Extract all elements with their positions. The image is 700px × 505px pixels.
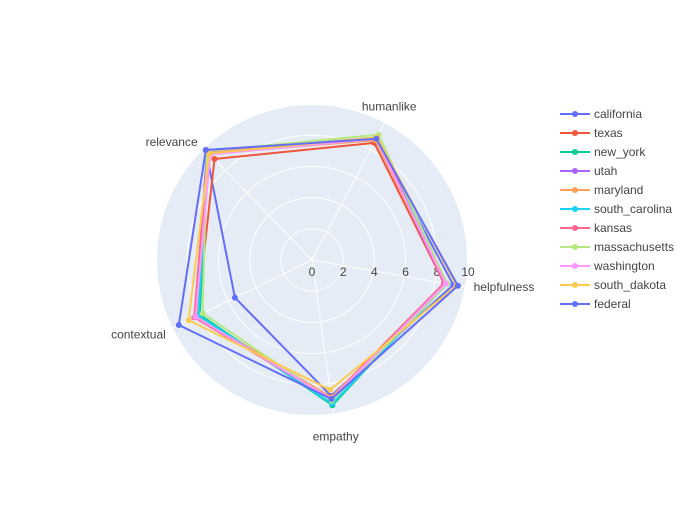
- series-line: [194, 137, 447, 400]
- legend-item-kansas[interactable]: kansas: [560, 221, 632, 235]
- data-point: [328, 396, 335, 402]
- legend-item-washington[interactable]: washington: [560, 259, 655, 273]
- legend-marker: [572, 244, 578, 250]
- data-point: [211, 156, 218, 162]
- legend-item-south_carolina[interactable]: south_carolina: [560, 202, 672, 216]
- grid-ring: [217, 165, 407, 355]
- legend-label: washington: [593, 259, 655, 273]
- data-point: [231, 294, 238, 301]
- legend-marker: [572, 282, 578, 288]
- data-point: [185, 317, 192, 324]
- legend-item-new_york[interactable]: new_york: [560, 145, 646, 159]
- legend-marker: [572, 206, 578, 212]
- legend-marker: [572, 263, 578, 269]
- grid-ring: [280, 228, 344, 292]
- legend-label: california: [594, 107, 642, 121]
- legend-marker: [572, 301, 578, 307]
- radial-tick-label: 6: [402, 265, 409, 279]
- data-point: [373, 135, 380, 142]
- grid-ring: [155, 103, 469, 417]
- legend-item-maryland[interactable]: maryland: [560, 183, 643, 197]
- data-point: [327, 386, 334, 393]
- radial-tick-labels: 0 2 4 6 8 10: [309, 265, 475, 279]
- radial-tick-label: 0: [309, 265, 316, 279]
- data-point: [199, 310, 206, 317]
- legend-item-massachusetts[interactable]: massachusetts: [560, 240, 674, 254]
- grid-ring: [249, 197, 375, 323]
- axis-labels: helpfulness humanlike relevance contextual e…: [111, 99, 534, 443]
- legend-label: new_york: [594, 145, 646, 159]
- axis-label-contextual: contextual: [111, 327, 166, 341]
- data-point: [202, 147, 209, 153]
- radial-tick-label: 4: [371, 265, 378, 279]
- legend-marker: [572, 187, 578, 193]
- legend-label: massachusetts: [594, 240, 674, 254]
- legend-item-california[interactable]: california: [560, 107, 642, 121]
- legend-label: texas: [594, 126, 623, 140]
- legend-label: south_carolina: [594, 202, 672, 216]
- legend-item-utah[interactable]: utah: [560, 164, 617, 178]
- legend-label: maryland: [594, 183, 643, 197]
- radial-tick-label: 10: [461, 265, 475, 279]
- legend-label: federal: [594, 297, 631, 311]
- legend-item-federal[interactable]: federal: [560, 297, 631, 311]
- legend-marker: [572, 111, 578, 117]
- data-point: [192, 313, 199, 320]
- series-line: [177, 137, 459, 400]
- legend-marker: [572, 149, 578, 155]
- data-point: [454, 282, 461, 289]
- radial-tick-label: 2: [340, 265, 347, 279]
- axis-label-empathy: empathy: [313, 429, 359, 443]
- grid-spoke: [311, 259, 466, 288]
- axis-label-relevance: relevance: [146, 135, 198, 149]
- data-point: [442, 280, 449, 287]
- axis-label-helpfulness: helpfulness: [474, 280, 535, 294]
- legend-marker: [572, 130, 578, 136]
- series-federal: [175, 135, 461, 402]
- series-layer: [175, 131, 461, 409]
- legend-item-south_dakota[interactable]: south_dakota: [560, 278, 666, 292]
- data-point: [175, 322, 182, 328]
- legend-marker: [572, 225, 578, 231]
- legend-label: south_dakota: [594, 278, 666, 292]
- legend-label: kansas: [594, 221, 632, 235]
- grid-spoke: [203, 147, 313, 261]
- axis-label-humanlike: humanlike: [362, 99, 417, 113]
- legend-item-texas[interactable]: texas: [560, 126, 623, 140]
- legend-marker: [572, 168, 578, 174]
- legend-label: utah: [594, 164, 617, 178]
- radial-tick-label: 8: [433, 265, 440, 279]
